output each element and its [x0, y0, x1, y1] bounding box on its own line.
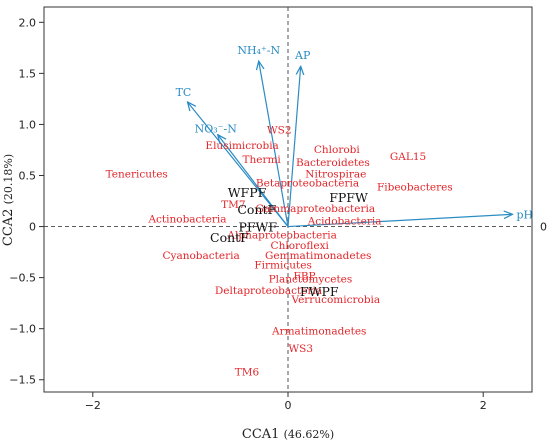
- y-tick-label: −1.0: [9, 323, 36, 336]
- env-vector-arrow: [259, 61, 289, 227]
- y-axis-title: CCA2 (20.18%): [1, 154, 16, 246]
- site-label: FPFW: [329, 190, 368, 205]
- x-tick-label: 2: [480, 399, 487, 412]
- taxon-label: FBP: [294, 271, 316, 283]
- y-axis-variance: (20.18%): [2, 154, 15, 205]
- y-axis-name: CCA2: [1, 209, 16, 247]
- y-tick-label: −0.5: [9, 272, 36, 285]
- taxon-label: TM7: [221, 199, 245, 211]
- site-label: FWPF: [300, 284, 339, 299]
- taxon-label: Thermi: [242, 154, 281, 166]
- y-tick-label: 0.5: [19, 170, 37, 183]
- env-vector-arrow: [187, 102, 289, 227]
- taxon-label: Tenericutes: [106, 168, 168, 180]
- taxon-label: TM6: [235, 367, 260, 379]
- taxon-label: Deltaproteobacteria: [215, 285, 322, 297]
- env-vector-label: pH: [516, 208, 533, 221]
- x-axis-variance: (46.62%): [284, 428, 335, 441]
- taxon-label: Alphaproteobacteria: [226, 230, 336, 242]
- x-tick-label: 0: [285, 399, 292, 412]
- taxon-label: Acidobacteria: [307, 215, 382, 227]
- zero-line-label: 0: [540, 221, 547, 234]
- x-tick-label: −2: [85, 399, 101, 412]
- taxon-label: Firmicutes: [254, 259, 311, 271]
- env-vector-label: NH₄⁺-N: [237, 44, 280, 57]
- taxon-label: WS2: [267, 125, 292, 137]
- taxon-label: WS3: [288, 343, 313, 355]
- taxon-label: Bacteroidetes: [296, 157, 370, 169]
- y-tick-label: 2.0: [19, 16, 37, 29]
- taxon-label: Elusimicrobia: [205, 140, 278, 152]
- taxon-label: Armatimonadetes: [271, 326, 366, 338]
- y-tick-label: 1.0: [19, 118, 37, 131]
- env-vector-label: NO₃⁻-N: [195, 123, 238, 136]
- taxon-label: Verrucomicrobia: [290, 294, 380, 306]
- site-label: ContF: [237, 202, 276, 217]
- x-axis-name: CCA1: [242, 427, 280, 442]
- env-vector-arrow: [287, 214, 512, 228]
- taxon-label: Gemmatimonadetes: [265, 250, 371, 262]
- site-label: ContF: [210, 230, 249, 245]
- env-vector-label: TC: [176, 86, 192, 99]
- taxon-label: Nitrospirae: [305, 168, 366, 180]
- y-tick-label: 0: [29, 221, 36, 234]
- y-tick-label: 1.5: [19, 67, 37, 80]
- taxon-label: Actinobacteria: [147, 213, 226, 225]
- env-vector-label: AP: [294, 49, 311, 62]
- taxon-label: GAL15: [390, 151, 426, 163]
- taxon-label: Planctomycetes: [269, 274, 353, 286]
- taxon-label: Betaproteobacteria: [256, 178, 359, 190]
- taxon-label: Cyanobacteria: [163, 250, 240, 262]
- taxon-label: Chlorobi: [314, 144, 361, 156]
- site-label: PFWF: [238, 220, 277, 235]
- env-vector-arrow: [287, 66, 301, 227]
- site-label: WFPF: [228, 185, 267, 200]
- env-vector-arrow: [218, 135, 289, 227]
- taxon-label: Gammaproteobacteria: [256, 203, 376, 215]
- taxon-label: Chloroflexi: [271, 240, 330, 252]
- y-tick-label: −1.5: [9, 374, 36, 387]
- taxon-label: Fibeobacteres: [377, 182, 453, 194]
- x-axis-title: CCA1 (46.62%): [242, 427, 334, 442]
